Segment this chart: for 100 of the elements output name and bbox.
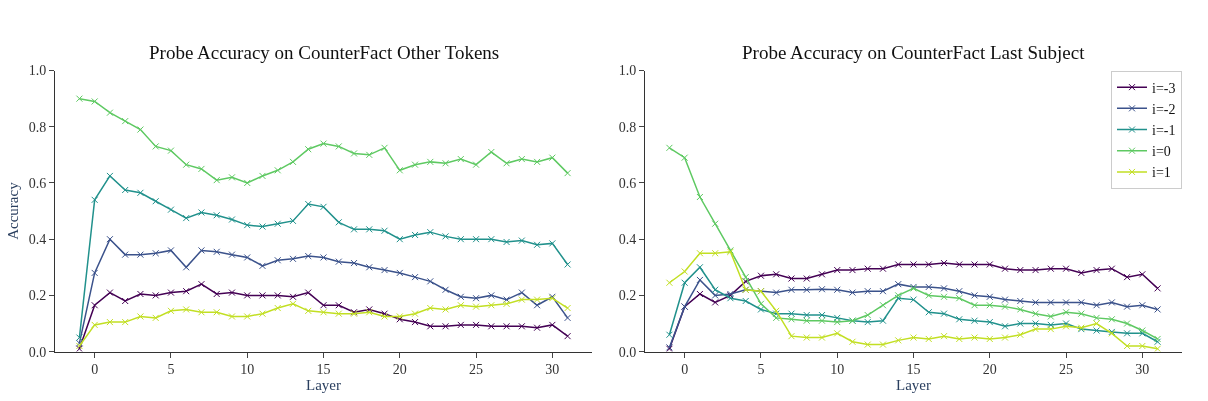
y-tick-label: 0.8: [28, 119, 47, 135]
point: [335, 218, 343, 226]
point: [442, 232, 450, 240]
point: [803, 334, 811, 342]
point: [228, 289, 236, 297]
point: [940, 310, 948, 318]
point: [665, 144, 673, 152]
point: [243, 221, 251, 229]
x-tick-label: 15: [316, 362, 331, 378]
point: [711, 249, 719, 257]
point: [335, 258, 343, 266]
point: [335, 310, 343, 318]
point: [182, 287, 190, 295]
point: [197, 208, 205, 216]
point: [243, 253, 251, 261]
point: [925, 291, 933, 299]
point: [518, 322, 526, 330]
point: [925, 260, 933, 268]
point: [152, 197, 160, 205]
point: [121, 297, 129, 305]
point: [182, 263, 190, 271]
point: [986, 301, 994, 309]
point: [1016, 320, 1024, 327]
point: [818, 270, 826, 278]
y-tick-label: 0.2: [28, 288, 47, 304]
point: [803, 317, 811, 325]
point: [818, 317, 826, 325]
point: [848, 266, 856, 274]
point: [381, 144, 389, 152]
point: [1047, 298, 1055, 306]
point: [548, 239, 556, 247]
point: [940, 332, 948, 340]
point: [106, 289, 114, 297]
y-tick-label: 0.0: [618, 344, 637, 360]
point: [1032, 266, 1040, 274]
point: [335, 301, 343, 309]
point: [274, 304, 282, 312]
point: [1032, 325, 1040, 333]
point: [457, 301, 465, 309]
point: [879, 301, 887, 309]
y-axis-title: Accuracy: [4, 181, 21, 240]
point: [289, 293, 297, 301]
point: [696, 193, 704, 201]
point: [548, 154, 556, 162]
point: [803, 286, 811, 294]
point: [396, 269, 404, 277]
point: [910, 296, 917, 304]
point: [487, 322, 495, 330]
point: [864, 287, 872, 295]
y-tick-label: 1.0: [618, 63, 637, 79]
x-tick-label: 5: [167, 362, 175, 378]
point: [396, 166, 404, 174]
point: [1108, 315, 1116, 323]
point: [971, 317, 979, 325]
legend-label: i=0: [1152, 144, 1171, 160]
x-tick-label: 15: [906, 362, 921, 378]
point: [426, 304, 434, 312]
point: [925, 308, 933, 316]
point: [1093, 327, 1101, 335]
point: [411, 318, 419, 326]
point: [197, 165, 205, 173]
point: [411, 273, 419, 281]
point: [1062, 265, 1070, 273]
point: [894, 260, 902, 268]
point: [197, 246, 205, 254]
x-tick-label: 30: [1135, 362, 1150, 378]
point: [803, 275, 811, 283]
point: [955, 335, 963, 343]
point: [518, 296, 526, 304]
point: [121, 251, 129, 259]
point: [879, 341, 887, 349]
y-tick-label: 0.4: [28, 232, 47, 248]
point: [457, 321, 465, 329]
chart-title: Probe Accuracy on CounterFact Other Tokens: [149, 42, 500, 63]
point: [258, 310, 266, 318]
point: [533, 241, 541, 249]
point: [289, 217, 297, 225]
point: [487, 148, 495, 156]
point: [1016, 331, 1024, 339]
point: [121, 117, 129, 125]
point: [442, 305, 450, 313]
point: [879, 265, 887, 273]
point: [787, 310, 795, 318]
point: [426, 158, 434, 166]
point: [925, 283, 933, 291]
point: [986, 293, 994, 301]
point: [787, 286, 795, 294]
point: [681, 268, 689, 275]
point: [167, 307, 175, 315]
point: [457, 155, 465, 163]
point: [167, 246, 175, 254]
point: [665, 331, 673, 339]
point: [106, 109, 114, 117]
point: [442, 322, 450, 330]
point: [503, 159, 511, 167]
point: [1154, 305, 1162, 313]
point: [121, 318, 129, 326]
point: [787, 315, 795, 323]
point: [848, 289, 856, 297]
point: [167, 289, 175, 297]
